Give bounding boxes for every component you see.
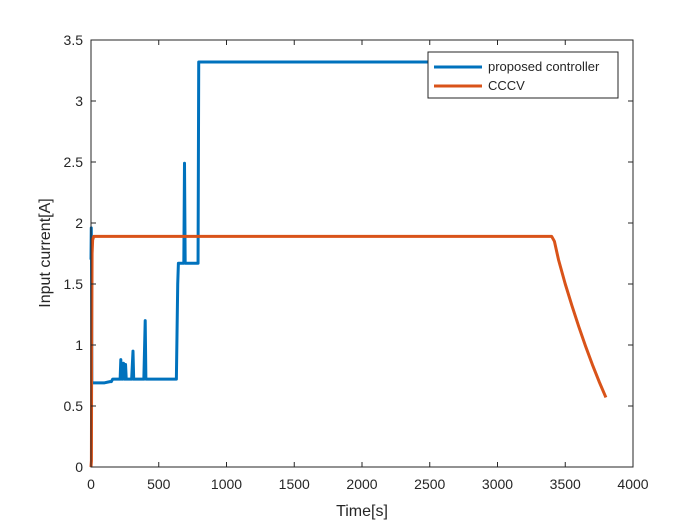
y-tick-label: 2.5 [64, 154, 84, 170]
legend-label-cccv: CCCV [488, 78, 525, 93]
series-line-proposed-controller [89, 60, 471, 385]
x-tick-label: 0 [87, 476, 95, 492]
y-tick-label: 3 [75, 93, 83, 109]
series-line-cccv [89, 234, 608, 468]
y-tick-label: 1.5 [64, 276, 84, 292]
y-tick-label: 2 [75, 215, 83, 231]
x-tick-label: 1000 [211, 476, 242, 492]
legend-label-proposed-controller: proposed controller [488, 59, 600, 74]
x-tick-label: 500 [147, 476, 171, 492]
series-layer [89, 60, 608, 468]
x-tick-label: 2500 [414, 476, 445, 492]
y-tick-label: 0 [75, 459, 83, 475]
x-axis-label: Time[s] [336, 503, 388, 520]
y-tick-label: 0.5 [64, 398, 84, 414]
x-axis: 0 500 1000 1500 2000 2500 3000 3500 4000 [87, 40, 649, 492]
x-tick-label: 4000 [617, 476, 648, 492]
x-tick-label: 3000 [482, 476, 513, 492]
y-tick-label: 1 [75, 337, 83, 353]
x-tick-label: 3500 [550, 476, 581, 492]
legend: proposed controller CCCV [427, 51, 619, 99]
y-tick-label: 3.5 [64, 32, 84, 48]
x-tick-label: 2000 [346, 476, 377, 492]
y-axis-label: Input current[A] [37, 198, 54, 307]
x-tick-label: 1500 [279, 476, 310, 492]
plot-area [91, 40, 633, 467]
y-axis: 0 0.5 1 1.5 2 2.5 3 3.5 [64, 32, 633, 475]
legend-box [427, 51, 619, 99]
